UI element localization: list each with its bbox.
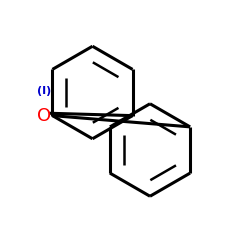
Text: (I): (I)	[36, 86, 51, 96]
Text: O: O	[37, 107, 51, 125]
